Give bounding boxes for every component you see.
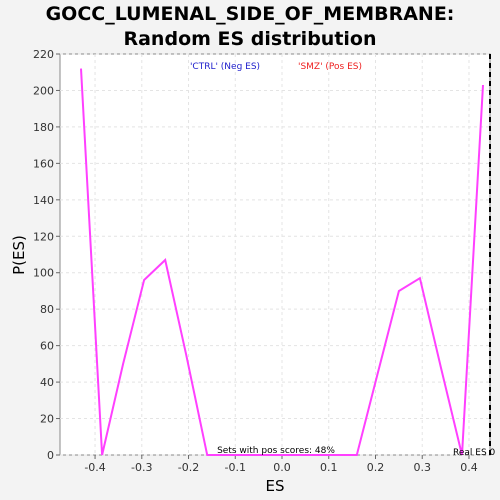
- y-axis-label: P(ES): [10, 235, 28, 275]
- x-tick-label: -0.3: [131, 461, 152, 474]
- real-es-label: Real ES 0: [453, 448, 496, 458]
- legend-neg-label: 'CTRL' (Neg ES): [190, 62, 260, 72]
- chart-title: GOCC_LUMENAL_SIDE_OF_MEMBRANE: Random ES…: [0, 2, 500, 52]
- y-tick-label: 140: [33, 194, 54, 207]
- x-tick-label: 0.2: [367, 461, 385, 474]
- chart-title-line-2: Random ES distribution: [123, 28, 377, 50]
- x-axis-label: ES: [266, 477, 285, 495]
- y-tick-label: 160: [33, 157, 54, 170]
- ticks: 0 20 40 60 80 100 120 140 160 180 200 220 -0.4 -0.3 -0…: [33, 48, 478, 474]
- y-tick-label: 0: [47, 449, 54, 462]
- pos-scores-annotation: Sets with pos scores: 48%: [217, 446, 335, 456]
- series-line: [80, 68, 484, 456]
- x-tick-label: 0.0: [273, 461, 291, 474]
- chart-title-line-1: GOCC_LUMENAL_SIDE_OF_MEMBRANE:: [45, 3, 455, 25]
- y-tick-label: 20: [40, 413, 54, 426]
- y-tick-label: 220: [33, 48, 54, 61]
- y-tick-label: 80: [40, 303, 54, 316]
- y-tick-label: 200: [33, 84, 54, 97]
- y-tick-label: 120: [33, 230, 54, 243]
- y-tick-label: 60: [40, 340, 54, 353]
- x-tick-label: 0.3: [413, 461, 431, 474]
- x-tick-label: 0.4: [460, 461, 478, 474]
- y-tick-label: 180: [33, 121, 54, 134]
- x-tick-label: 0.1: [320, 461, 338, 474]
- y-tick-label: 40: [40, 376, 54, 389]
- legend-pos-label: 'SMZ' (Pos ES): [298, 62, 362, 72]
- x-tick-label: -0.4: [84, 461, 105, 474]
- plot-background: [59, 53, 491, 456]
- x-tick-label: -0.2: [178, 461, 199, 474]
- series-lines: [80, 68, 484, 456]
- x-tick-label: -0.1: [225, 461, 246, 474]
- y-tick-label: 100: [33, 267, 54, 280]
- grid: [60, 53, 490, 456]
